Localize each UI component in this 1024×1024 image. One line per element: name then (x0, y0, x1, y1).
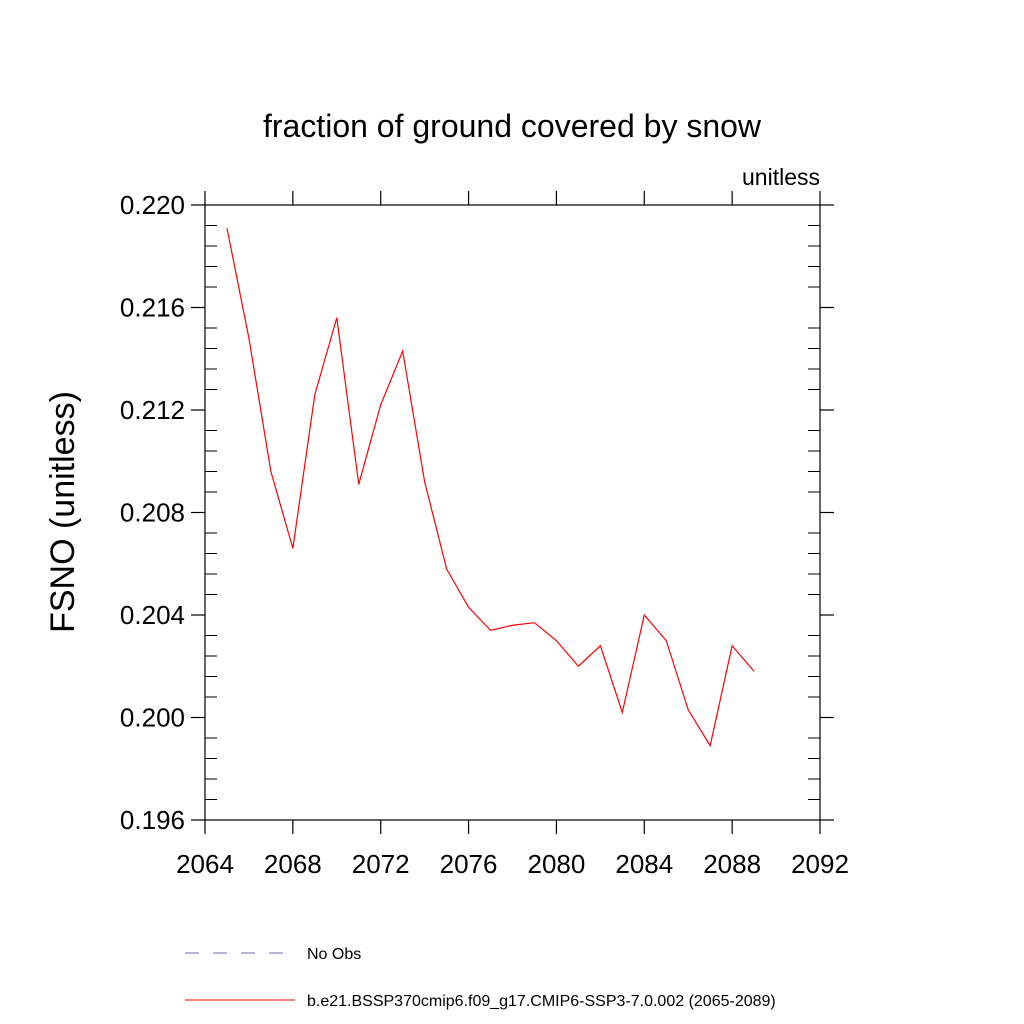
series-lines (226, 227, 755, 748)
y-tick-label: 0.220 (120, 190, 185, 220)
legend-label-no-obs: No Obs (307, 946, 361, 963)
x-tick-label: 2064 (176, 849, 234, 879)
x-tick-label: 2068 (264, 849, 322, 879)
y-tick-label: 0.212 (120, 395, 185, 425)
x-tick-label: 2092 (791, 849, 849, 879)
legend: No Obs b.e21.BSSP370cmip6.f09_g17.CMIP6-… (185, 946, 776, 1010)
x-tick-label: 2088 (703, 849, 761, 879)
x-tick-label: 2084 (615, 849, 673, 879)
y-tick-label: 0.196 (120, 805, 185, 835)
y-tick-label: 0.200 (120, 703, 185, 733)
x-tick-label: 2076 (440, 849, 498, 879)
y-tick-label: 0.208 (120, 498, 185, 528)
x-tick-label: 2072 (352, 849, 410, 879)
y-axis-label: FSNO (unitless) (44, 391, 82, 633)
series-line-1 (226, 227, 755, 748)
y-tick-label: 0.204 (120, 600, 185, 630)
x-tick-labels: 2064 2068 2072 2076 2080 2084 2088 2092 (176, 849, 849, 879)
plot-frame (204, 204, 821, 821)
x-tick-label: 2080 (528, 849, 586, 879)
y-tick-labels: 0.196 0.200 0.204 0.208 0.212 0.216 0.220 (120, 190, 185, 835)
y-tick-label: 0.216 (120, 293, 185, 323)
major-ticks (191, 191, 834, 834)
legend-label-ssp370: b.e21.BSSP370cmip6.f09_g17.CMIP6-SSP3-7.… (307, 993, 776, 1010)
minor-ticks (205, 225, 820, 800)
chart-title: fraction of ground covered by snow (263, 108, 762, 144)
units-label: unitless (742, 164, 820, 190)
